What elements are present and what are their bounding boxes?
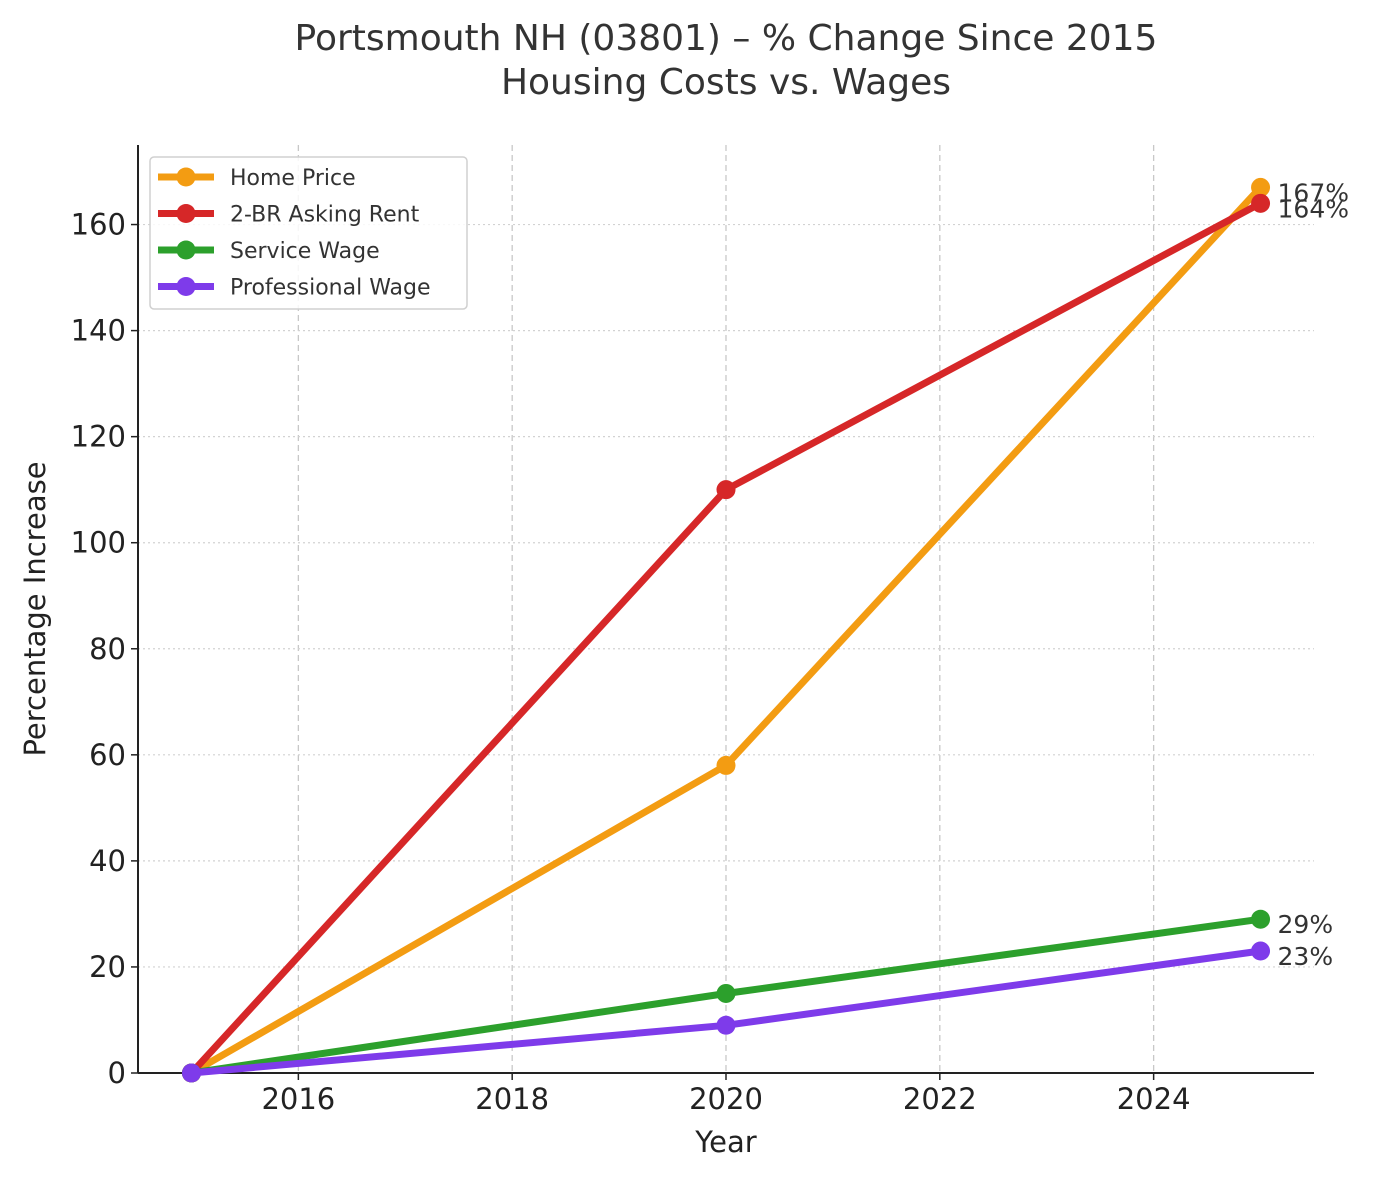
data-point-2-br-asking-rent [716,480,736,500]
data-point-service-wage [1251,909,1271,929]
tick-labels: 2016 2018 2020 2022 2024 0 20 40 60 80 100 120 140 16… [71,208,1191,1116]
legend-marker-professional-wage [176,277,196,296]
x-tick-label: 2018 [475,1082,549,1116]
end-labels: 167%164% 29% 23% [1278,178,1349,971]
data-point-2-br-asking-rent [1251,193,1271,213]
y-tick-label: 160 [71,208,126,242]
legend-label-service-wage: Service Wage [230,239,380,264]
end-label-2-br-asking-rent: 164% [1278,194,1349,223]
end-label-service-wage: 29% [1278,910,1334,939]
chart-title: Portsmouth NH (03801) – % Change Since 2… [295,18,1158,59]
y-tick-label: 80 [89,632,126,666]
axes [131,145,1314,1080]
legend-marker-2-br-asking-rent [176,204,196,223]
data-point-home-price [716,755,736,775]
legend-marker-home-price [176,167,196,187]
y-tick-label: 60 [89,738,126,772]
data-point-service-wage [716,983,736,1003]
y-tick-label: 0 [108,1056,126,1090]
legend-marker-service-wage [176,240,196,260]
end-label-professional-wage: 23% [1278,942,1334,971]
x-tick-label: 2016 [261,1082,335,1116]
y-tick-label: 40 [89,844,126,878]
legend-label-professional-wage: Professional Wage [230,276,431,301]
end-label-home-price: 167% [1278,178,1349,207]
data-point-professional-wage [181,1063,201,1083]
y-axis-label: Percentage Increase [18,461,52,756]
x-axis-label: Year [694,1125,756,1159]
y-tick-label: 120 [71,420,126,454]
data-point-professional-wage [1251,941,1271,961]
y-tick-label: 20 [89,950,126,984]
y-tick-label: 100 [71,526,126,560]
y-tick-label: 140 [71,314,126,348]
legend-box [149,156,468,310]
x-tick-label: 2024 [1117,1082,1191,1116]
data-point-professional-wage [716,1015,736,1035]
legend-label-home-price: Home Price [230,166,356,191]
x-tick-label: 2022 [903,1082,977,1116]
series [181,177,1271,1083]
data-point-home-price [1251,177,1271,197]
chart-subtitle: Housing Costs vs. Wages [501,62,951,103]
legend: Home Price 2-BR Asking Rent Service Wage Pr… [149,156,468,310]
x-tick-label: 2020 [689,1082,763,1116]
legend-label-2-br-asking-rent: 2-BR Asking Rent [230,203,420,228]
